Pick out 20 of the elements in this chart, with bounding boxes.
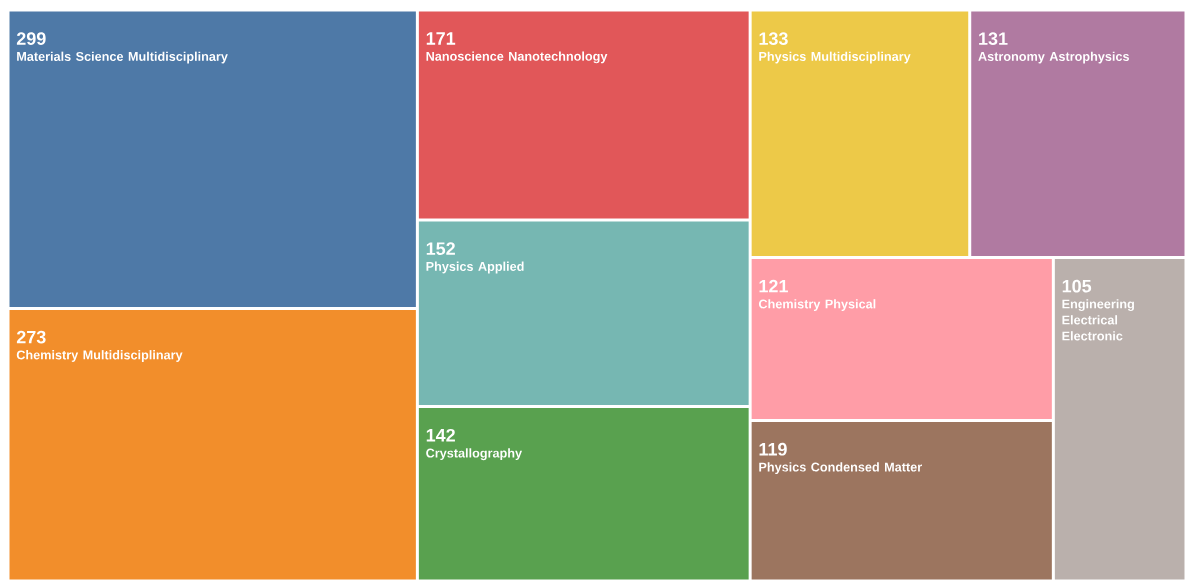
category-label: Chemistry Physical: [758, 299, 876, 311]
data-label: 152: [426, 242, 455, 255]
data-label: 299: [16, 32, 46, 45]
category-label: Crystallography: [426, 448, 523, 461]
data-label: 142: [426, 428, 455, 442]
category-label: Astronomy Astrophysics: [978, 51, 1130, 64]
category-label: Engineering Electrical Electronic: [1062, 299, 1134, 341]
data-label: 121: [759, 279, 788, 293]
data-label: 105: [1062, 279, 1092, 293]
category-label: Physics Multidisciplinary: [759, 51, 911, 64]
category-label: Materials Science Multidisciplinary: [17, 51, 228, 64]
category-label: Physics Condensed Matter: [759, 462, 922, 475]
data-label: 119: [759, 442, 787, 456]
data-label: 171: [426, 32, 456, 45]
data-label: 131: [979, 32, 1008, 46]
category-label: Chemistry Multidisciplinary: [16, 350, 183, 362]
data-label: 133: [759, 32, 788, 46]
category-label: Nanoscience Nanotechnology: [426, 51, 608, 64]
category-label: Physics Applied: [426, 261, 524, 274]
data-label: 273: [16, 330, 46, 344]
